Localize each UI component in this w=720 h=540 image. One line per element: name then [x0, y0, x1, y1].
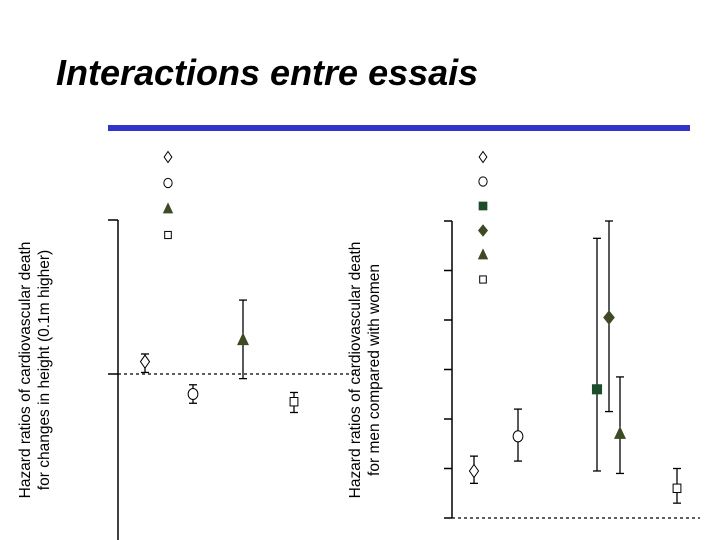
left-legend-marker	[164, 230, 172, 240]
left-legend-marker	[162, 202, 174, 214]
right-legend-marker	[478, 176, 488, 187]
left-point-diamond-open	[139, 354, 151, 370]
left-point-circle-open	[187, 387, 199, 401]
right-y-axis	[444, 220, 453, 519]
right-point-triangle-filled	[614, 426, 626, 439]
left-y-axis	[108, 219, 119, 540]
right-legend-marker	[477, 248, 489, 260]
right-data-points	[468, 220, 682, 504]
left-data-points	[139, 299, 299, 414]
left-y-axis-title-line2: for changes in height (0.1m higher)	[36, 250, 53, 490]
right-legend-marker	[478, 201, 488, 211]
left-legend-marker	[163, 177, 173, 189]
right-legend	[477, 150, 489, 284]
right-point-circle-open	[512, 430, 524, 443]
left-y-axis-title: Hazard ratios of cardiovascular death fo…	[17, 242, 53, 499]
page-title: Interactions entre essais	[56, 52, 479, 93]
left-point-square-open	[289, 396, 299, 407]
left-y-axis-title-line1: Hazard ratios of cardiovascular death	[17, 242, 34, 499]
right-point-diamond-open	[468, 463, 480, 479]
right-y-axis-title-line2: for men compared with women	[366, 264, 383, 476]
title-divider	[108, 125, 690, 131]
right-y-axis-title: Hazard ratios of cardiovascular death fo…	[347, 242, 383, 499]
right-y-axis-title-line1: Hazard ratios of cardiovascular death	[347, 242, 364, 499]
right-point-square-open	[672, 483, 682, 494]
left-chart: Hazard ratios of cardiovascular death fo…	[17, 150, 355, 540]
right-point-square-filled	[591, 384, 603, 395]
right-point-diamond-filled	[603, 310, 615, 325]
right-chart: Hazard ratios of cardiovascular death fo…	[347, 150, 700, 519]
left-legend-marker	[163, 150, 173, 164]
left-point-triangle-filled	[237, 332, 249, 346]
right-legend-marker	[478, 150, 488, 164]
left-legend	[162, 150, 174, 240]
right-legend-marker	[479, 275, 487, 284]
right-legend-marker	[477, 224, 489, 237]
